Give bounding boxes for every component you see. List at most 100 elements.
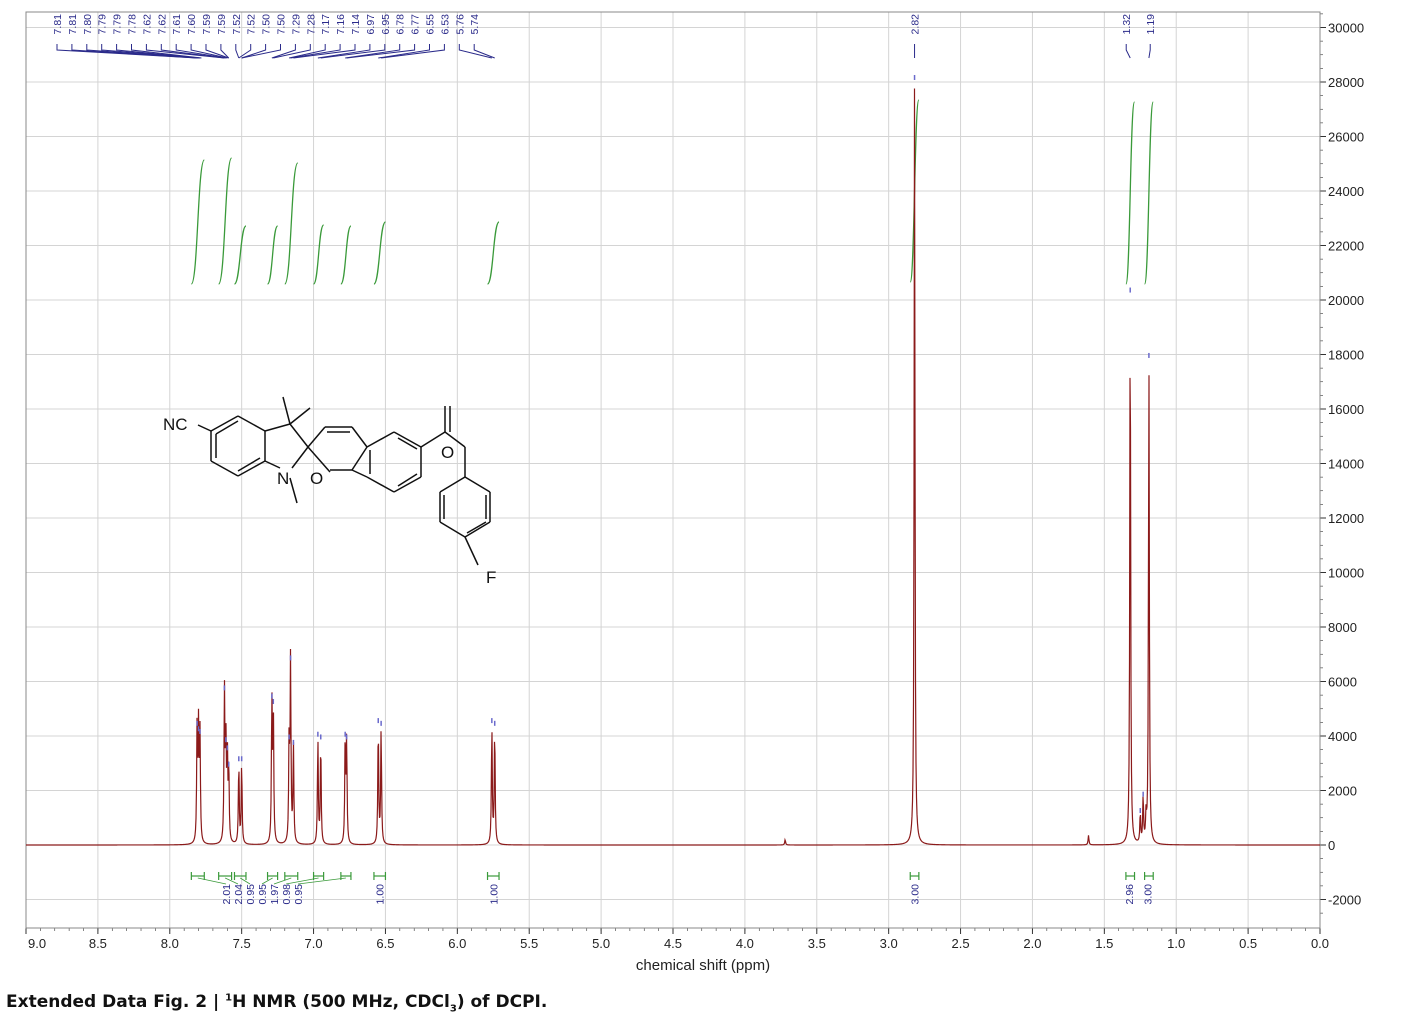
integral-value: 1.00 — [488, 884, 500, 905]
peak-label: 6.53 — [439, 14, 451, 35]
bond — [397, 437, 418, 450]
peak-label-connector — [458, 44, 492, 59]
y-tick-label: 6000 — [1328, 675, 1357, 690]
peak-label: 1.19 — [1145, 14, 1157, 35]
spectrum-line — [26, 88, 1320, 846]
integral-value: 2.04 — [233, 884, 245, 905]
x-tick-label: 8.0 — [161, 936, 179, 951]
peak-label-connector — [190, 44, 228, 59]
bond — [237, 415, 266, 432]
integral-value: 3.00 — [1142, 884, 1154, 905]
integral-curve — [373, 221, 387, 285]
peak-label-connector — [273, 44, 311, 59]
integral-value-connector — [297, 877, 346, 885]
atom-label-f: F — [486, 568, 496, 587]
peak-label-connector — [271, 44, 296, 59]
plot-frame — [25, 11, 1321, 929]
bond — [264, 460, 281, 469]
x-tick-label: 0.0 — [1311, 936, 1329, 951]
y-tick-label: 4000 — [1328, 729, 1357, 744]
integral-curve — [340, 225, 352, 285]
bond — [210, 460, 239, 477]
peak-label-connector — [116, 44, 201, 59]
peak-label-connector — [238, 44, 252, 59]
atom-label-o_carbonyl: O — [441, 443, 454, 462]
bond — [439, 476, 466, 493]
peak-label-connector — [290, 44, 341, 59]
peak-label: 7.28 — [305, 14, 317, 35]
atom-label-nc: NC — [163, 415, 188, 434]
axes: 9.0 8.5 8.0 7.5 7.0 6.5 6.0 5.5 5.0 4.5 4.0 3.5 3.0 2… — [25, 11, 1364, 951]
bond — [282, 396, 291, 425]
caption-main: H NMR (500 MHz, CDCl — [232, 992, 450, 1012]
integral-curve — [1125, 101, 1136, 285]
x-tick-label: 7.5 — [233, 936, 251, 951]
peak-label: 7.52 — [231, 14, 243, 35]
integral-curves — [190, 99, 1154, 285]
bond — [210, 415, 239, 432]
integral-value-connector — [261, 877, 273, 885]
y-tick-label: 24000 — [1328, 184, 1364, 199]
caption-suffix: ) of DCPI. — [456, 992, 548, 1012]
integral-curve — [312, 224, 325, 285]
peak-label: 7.59 — [216, 14, 228, 35]
bond — [444, 431, 466, 448]
peak-label: 7.60 — [186, 14, 198, 35]
x-tick-label: 5.0 — [592, 936, 610, 951]
y-tick-label: 14000 — [1328, 457, 1364, 472]
x-tick-label: 3.0 — [880, 936, 898, 951]
peak-label-connector — [235, 44, 240, 59]
peak-label-connector — [317, 44, 371, 59]
y-tick-label: 0 — [1328, 838, 1335, 853]
peak-label: 2.82 — [910, 14, 922, 35]
bond — [215, 420, 239, 435]
peak-label: 5.74 — [469, 14, 481, 35]
peak-label: 5.76 — [454, 14, 466, 35]
x-tick-label: 2.5 — [952, 936, 970, 951]
peak-label-connector — [378, 44, 430, 59]
y-tick-label: 22000 — [1328, 239, 1364, 254]
x-tick-label: 5.5 — [520, 936, 538, 951]
atom-label-o_ring: O — [310, 469, 323, 488]
peak-label: 7.29 — [290, 14, 302, 35]
peak-label-connector — [289, 44, 326, 59]
y-tick-label: 2000 — [1328, 784, 1357, 799]
bond — [289, 423, 309, 448]
integral-value: 2.96 — [1124, 884, 1136, 905]
peak-label-connector — [131, 44, 202, 59]
x-tick-label: 6.5 — [376, 936, 394, 951]
integral-value: 3.00 — [910, 884, 922, 905]
peak-label-connector — [381, 44, 445, 59]
caption-prefix: Extended Data Fig. 2 | — [6, 992, 226, 1012]
integral-value-connector — [197, 877, 227, 885]
peak-label: 7.59 — [201, 14, 213, 35]
bond — [307, 426, 326, 448]
peak-label-connector — [241, 44, 281, 59]
peak-label-connector — [175, 44, 226, 59]
y-tick-label: 26000 — [1328, 130, 1364, 145]
bond — [237, 460, 266, 477]
y-tick-label: 20000 — [1328, 293, 1364, 308]
bond — [291, 446, 309, 469]
y-tick-label: 12000 — [1328, 511, 1364, 526]
bond — [289, 407, 311, 425]
y-tick-label: 8000 — [1328, 620, 1357, 635]
peak-label: 7.61 — [171, 14, 183, 35]
x-tick-label: 7.0 — [305, 936, 323, 951]
x-tick-label: 6.0 — [448, 936, 466, 951]
x-tick-label: 0.5 — [1239, 936, 1257, 951]
peak-label: 6.78 — [395, 14, 407, 35]
peak-label-connector — [293, 44, 356, 59]
peak-label-connector — [220, 44, 230, 59]
peak-label: 6.77 — [410, 14, 422, 35]
peak-label-connector — [345, 44, 401, 59]
atom-label-n: N — [277, 469, 289, 488]
bond — [464, 536, 479, 566]
integral-curve — [486, 221, 500, 285]
peak-label: 7.62 — [141, 14, 153, 35]
figure-caption: Extended Data Fig. 2 | 1H NMR (500 MHz, … — [6, 992, 547, 1014]
integral-value: 0.95 — [257, 884, 269, 905]
bond — [197, 424, 212, 432]
peak-labels: 7.81 7.81 7.80 7.79 7.79 7.78 7.62 7.62 7.61 7.60… — [52, 14, 1157, 59]
